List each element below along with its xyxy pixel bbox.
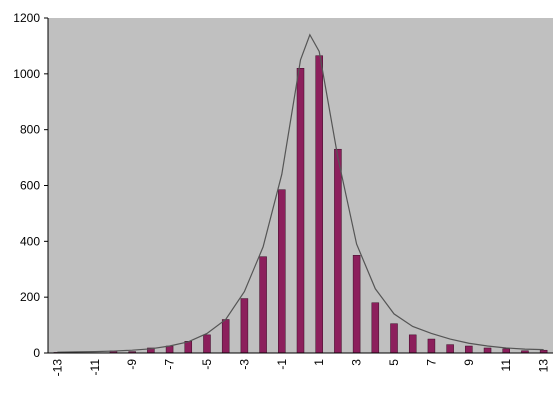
y-tick-label: 1000 bbox=[13, 67, 40, 81]
bar bbox=[371, 302, 380, 354]
bar bbox=[352, 255, 361, 354]
bar bbox=[465, 345, 473, 354]
x-tick-label: 11 bbox=[499, 359, 513, 372]
x-tick-label: -5 bbox=[200, 359, 214, 370]
x-tick-label: -7 bbox=[163, 359, 177, 370]
bar bbox=[334, 148, 342, 354]
x-tick-label: -11 bbox=[88, 359, 102, 376]
x-tick-label: 7 bbox=[424, 359, 438, 366]
y-tick-label: 600 bbox=[20, 179, 40, 193]
y-tick-label: 400 bbox=[20, 234, 40, 248]
y-tick-label: 200 bbox=[20, 290, 40, 304]
bar bbox=[221, 319, 230, 354]
bar bbox=[502, 348, 510, 354]
y-tick-label: 800 bbox=[20, 123, 40, 137]
bar bbox=[203, 334, 211, 354]
x-tick-label: -13 bbox=[50, 359, 64, 377]
bar bbox=[446, 344, 454, 354]
x-tick-label: 5 bbox=[387, 359, 401, 366]
bar bbox=[296, 68, 305, 354]
y-tick-label: 1200 bbox=[13, 11, 40, 25]
bar bbox=[165, 345, 174, 354]
x-tick-label: 3 bbox=[350, 359, 364, 366]
bar bbox=[390, 323, 398, 354]
bar bbox=[184, 341, 193, 354]
bar bbox=[278, 189, 286, 354]
x-tick-label: 9 bbox=[462, 359, 476, 366]
x-tick-label: -9 bbox=[125, 359, 139, 370]
x-tick-label: -1 bbox=[275, 359, 289, 370]
bar bbox=[483, 347, 492, 354]
bar bbox=[315, 55, 323, 354]
fit-curve bbox=[57, 33, 544, 353]
bar bbox=[259, 256, 267, 354]
y-tick-label: 0 bbox=[33, 346, 40, 360]
x-tick-label: 13 bbox=[537, 359, 551, 373]
x-tick-label: 1 bbox=[312, 359, 326, 366]
bar bbox=[240, 298, 249, 354]
x-tick-label: -3 bbox=[237, 359, 251, 370]
bar bbox=[427, 338, 436, 354]
bar bbox=[408, 334, 417, 354]
